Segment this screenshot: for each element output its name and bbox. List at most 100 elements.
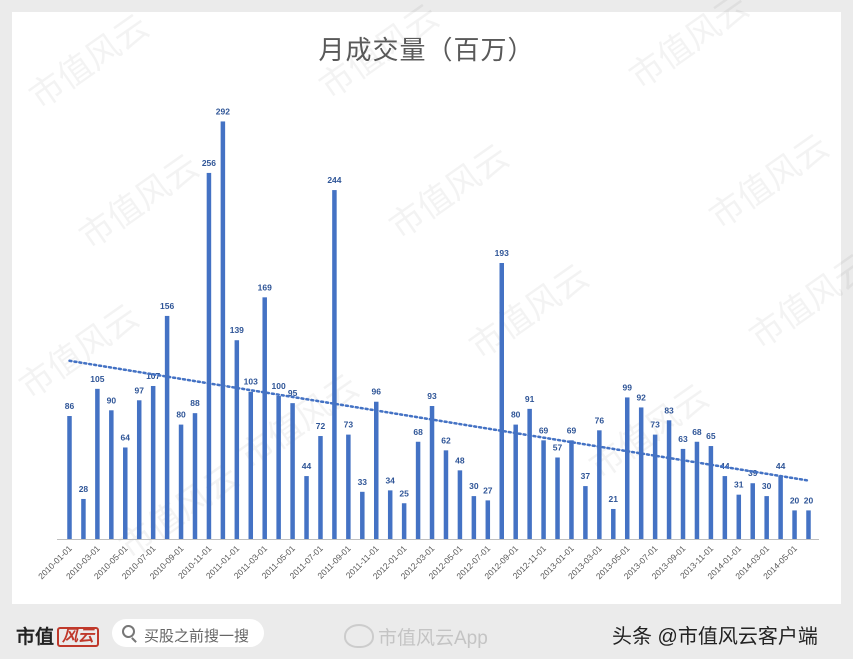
bar-data-label: 97 [134,385,144,395]
bar-data-label: 69 [539,425,549,435]
bar-data-label: 80 [176,410,186,420]
chart-bar [346,434,351,539]
chart-bar [67,416,72,539]
chart-bar [332,190,337,539]
bar-data-label: 73 [650,420,660,430]
chart-bar [192,413,198,539]
bar-data-label: 88 [190,398,200,408]
bar-data-label: 20 [804,495,814,505]
chart-bar [374,401,379,539]
bar-data-label: 37 [581,471,591,481]
bar-data-label: 100 [272,381,286,391]
bar-data-label: 25 [399,488,409,498]
bar-data-label: 31 [734,480,744,490]
bar-data-label: 48 [455,455,465,465]
chart-bar [360,491,365,539]
chart-bar [611,508,616,539]
weibo-watermark-text: 市值风云App [378,628,488,649]
chart-bar [722,476,728,539]
bar-data-label: 105 [90,374,104,384]
chart-bar [597,430,602,539]
watermark-text: 市值风云 [382,137,516,248]
chart-bar [136,400,142,539]
search-placeholder: 买股之前搜一搜 [144,628,250,645]
bar-data-label: 65 [706,431,716,441]
bar-data-label: 72 [316,421,326,431]
bar-data-label: 30 [469,481,479,491]
chart-bar [206,172,212,540]
chart-bar [638,407,644,539]
chart-bar [178,424,184,539]
bar-data-label: 103 [244,377,258,387]
chart-bar [304,476,309,539]
bar-data-label: 69 [567,425,577,435]
chart-bar [485,500,491,539]
bar-data-label: 44 [720,461,730,471]
bar-data-label: 90 [107,395,117,405]
chart-bar [555,457,560,539]
chart-bar [401,503,407,539]
bar-data-label: 44 [302,461,312,471]
bar-data-label: 99 [623,382,633,392]
chart-bar [429,406,435,539]
chart-bar [276,396,281,539]
trend-line [68,359,810,482]
watermark-text: 市值风云 [72,147,206,258]
chart-title: 月成交量（百万） [318,35,535,65]
bar-data-label: 20 [790,495,800,505]
chart-bar [220,121,226,539]
bar-data-label: 73 [344,420,354,430]
chart-bar [150,385,156,539]
bar-data-label: 169 [258,282,272,292]
chart-bar [569,440,574,539]
chart-bar [234,340,240,539]
bar-data-label: 30 [762,481,772,491]
chart-bar [164,315,170,539]
bar-data-label: 93 [427,391,437,401]
bar-data-label: 292 [216,106,230,116]
chart-bar [123,447,128,539]
search-box[interactable]: 买股之前搜一搜 [112,619,264,647]
brand-logo[interactable]: 市值 风云 [16,622,100,649]
bar-data-label: 21 [609,494,619,504]
chart-bar [652,434,658,539]
chart-bar [694,441,700,539]
bar-data-label: 33 [358,477,368,487]
chart-bar [387,490,393,539]
chart-bar [81,498,86,539]
chart-bar [443,450,449,539]
chart-card [12,12,841,604]
bar-data-label: 27 [483,485,493,495]
brand-logo-mark: 风云 [57,627,100,647]
chart-bar [318,436,323,539]
watermark-text: 市值风云 [12,297,146,408]
bar-data-label: 39 [748,468,758,478]
chart-bar [666,420,672,539]
chart-bar [778,476,783,539]
chart-bar [95,388,100,539]
bar-data-label: 96 [372,387,382,397]
bar-data-label: 83 [664,405,674,415]
source-credit: 头条 @市值风云客户端 [612,626,818,648]
chart-bar [680,448,686,539]
bar-data-label: 95 [288,388,298,398]
bar-data-label: 64 [121,432,131,442]
brand-name: 市值 [16,627,55,648]
bar-data-label: 193 [495,248,509,258]
bar-data-label: 57 [553,442,563,452]
bar-data-label: 80 [511,410,521,420]
bar-data-label: 156 [160,301,174,311]
chart-bar [262,297,267,539]
bar-data-label: 256 [202,158,216,168]
watermark-text: 市值风云 [462,257,596,368]
watermark-text: 市值风云 [702,127,836,238]
chart-bar [736,494,742,539]
chart-bar [583,486,588,539]
chart-bar [109,410,114,539]
bar-data-label: 139 [230,325,244,335]
bar-data-label: 44 [776,461,786,471]
chart-bar [708,446,714,539]
weibo-icon [344,624,374,648]
chart-bar [792,510,797,539]
chart-bar [499,263,504,539]
